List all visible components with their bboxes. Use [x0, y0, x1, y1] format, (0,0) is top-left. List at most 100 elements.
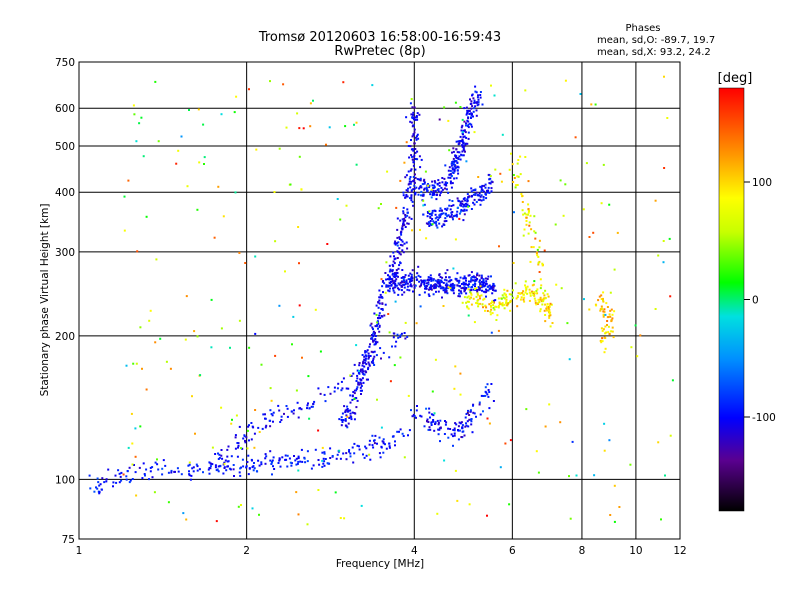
trace-point [485, 282, 488, 285]
trace-point [443, 433, 446, 435]
trace-point [466, 193, 469, 196]
trace-point [333, 390, 336, 393]
trace-point [402, 435, 405, 437]
noise-point [300, 188, 303, 191]
trace-point [412, 124, 415, 127]
y-tick-label: 300 [55, 247, 75, 259]
noise-point [403, 161, 406, 164]
trace-point [530, 228, 533, 231]
trace-point [444, 420, 446, 422]
trace-point [546, 303, 549, 305]
trace-point [374, 331, 376, 334]
trace-point [361, 364, 364, 367]
noise-point [155, 258, 158, 261]
trace-point [413, 154, 416, 157]
noise-point [613, 484, 616, 487]
trace-point [474, 188, 477, 191]
trace-point [441, 181, 444, 184]
trace-point [452, 292, 455, 295]
trace-point [403, 276, 406, 279]
data-points [88, 75, 674, 526]
noise-point [662, 261, 665, 264]
trace-point [448, 199, 451, 202]
trace-point [391, 263, 394, 266]
trace-point [405, 241, 408, 244]
trace-point [476, 96, 479, 99]
noise-point [269, 387, 272, 390]
trace-point [452, 147, 455, 150]
trace-point [444, 289, 446, 291]
trace-point [398, 247, 401, 250]
trace-point [472, 283, 475, 286]
noise-point [583, 298, 585, 301]
trace-point [532, 294, 535, 296]
trace-point [319, 392, 322, 395]
noise-point [501, 133, 504, 136]
trace-point [428, 407, 431, 410]
trace-point [438, 181, 441, 184]
trace-point [138, 466, 141, 469]
trace-point [447, 176, 450, 179]
noise-point [419, 305, 422, 308]
trace-point [482, 284, 485, 287]
trace-point [120, 479, 123, 482]
noise-point [371, 84, 374, 87]
trace-point [377, 301, 380, 304]
trace-point [357, 371, 360, 374]
noise-point [459, 372, 462, 375]
trace-point [601, 340, 604, 343]
noise-point [533, 215, 536, 218]
trace-point [602, 299, 604, 302]
trace-point [247, 425, 250, 428]
trace-point [290, 464, 293, 467]
trace-point [413, 284, 416, 286]
trace-point [425, 407, 428, 410]
trace-point [244, 439, 246, 442]
trace-point [265, 424, 268, 427]
trace-point [381, 285, 384, 288]
trace-point [494, 289, 497, 292]
trace-point [485, 295, 487, 298]
trace-point [449, 279, 452, 282]
trace-point [401, 218, 404, 221]
trace-point [476, 101, 479, 104]
trace-point [339, 457, 342, 460]
trace-point [358, 448, 361, 451]
trace-point [345, 452, 348, 455]
trace-point [211, 463, 214, 466]
trace-point [429, 223, 432, 226]
trace-point [495, 305, 498, 308]
trace-point [351, 411, 354, 414]
y-tick-label: 600 [55, 103, 75, 115]
trace-point [364, 359, 367, 362]
trace-point [510, 293, 513, 296]
trace-point [261, 427, 264, 430]
trace-point [519, 155, 522, 158]
trace-point [364, 361, 367, 364]
noise-point [465, 160, 468, 163]
trace-point [477, 305, 480, 308]
trace-point [476, 289, 479, 291]
trace-point [550, 303, 553, 306]
trace-point [482, 283, 485, 286]
trace-point [546, 309, 548, 312]
trace-point [441, 177, 444, 179]
noise-point [298, 127, 301, 130]
trace-point [423, 282, 426, 284]
trace-point [405, 195, 408, 198]
trace-point [425, 282, 428, 285]
trace-point [406, 222, 409, 225]
trace-point [468, 274, 471, 277]
trace-point [410, 139, 412, 141]
trace-point [442, 281, 445, 284]
trace-point [358, 362, 361, 364]
trace-point [349, 455, 352, 458]
trace-point [438, 282, 441, 285]
trace-point [452, 204, 455, 207]
trace-point [481, 285, 484, 287]
noise-point [430, 196, 433, 199]
trace-point [413, 131, 416, 134]
trace-point [382, 442, 385, 445]
noise-point [239, 447, 242, 450]
noise-point [559, 421, 562, 424]
